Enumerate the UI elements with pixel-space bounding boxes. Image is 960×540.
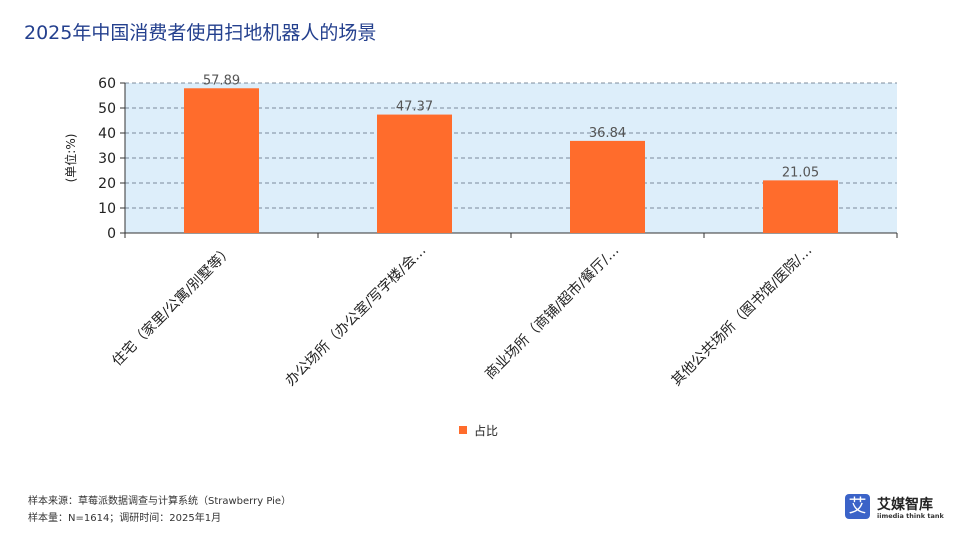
x-tick-label: 其他公共场所（图书馆/医院/… bbox=[669, 243, 816, 390]
y-tick-label: 40 bbox=[98, 126, 116, 142]
logo-sub: iimedia think tank bbox=[877, 512, 944, 520]
legend-label: 占比 bbox=[474, 423, 498, 438]
x-tick-label: 住宅（家里/公寓/别墅等） bbox=[109, 242, 237, 370]
y-tick-label: 50 bbox=[98, 101, 116, 117]
y-axis-label: (单位:%) bbox=[63, 134, 78, 183]
y-tick-label: 60 bbox=[98, 76, 116, 92]
data-label: 47.37 bbox=[396, 100, 433, 115]
bar-chart: 0 10 20 30 40 50 60 (单位:%) 57.89 住宅（家里/公寓/别墅等） 47.… bbox=[63, 73, 898, 438]
x-tick-label: 办公场所（办公室/写字楼/会… bbox=[282, 242, 429, 389]
bar bbox=[570, 140, 645, 233]
y-tick-label: 10 bbox=[98, 201, 116, 217]
y-tick-label: 30 bbox=[98, 151, 116, 167]
bar bbox=[763, 180, 838, 233]
footer-sample: 样本量：N=1614；调研时间：2025年1月 bbox=[28, 513, 222, 524]
legend-swatch bbox=[459, 426, 467, 434]
data-label: 57.89 bbox=[203, 73, 240, 88]
logo-icon: 艾 bbox=[845, 494, 870, 519]
brand-logo: 艾 艾媒智库 iimedia think tank bbox=[845, 494, 945, 524]
chart-title: 2025年中国消费者使用扫地机器人的场景 bbox=[24, 22, 377, 44]
data-label: 21.05 bbox=[782, 165, 819, 180]
data-label: 36.84 bbox=[589, 126, 626, 141]
footer-source: 样本来源：草莓派数据调查与计算系统（Strawberry Pie） bbox=[28, 496, 292, 507]
x-tick-label: 商业场所（商铺/超市/餐厅/… bbox=[482, 242, 623, 383]
bar bbox=[377, 114, 452, 233]
y-tick-label: 20 bbox=[98, 176, 116, 192]
logo-name: 艾媒智库 bbox=[877, 497, 933, 513]
y-tick-label: 0 bbox=[107, 226, 116, 242]
bar bbox=[184, 88, 259, 234]
